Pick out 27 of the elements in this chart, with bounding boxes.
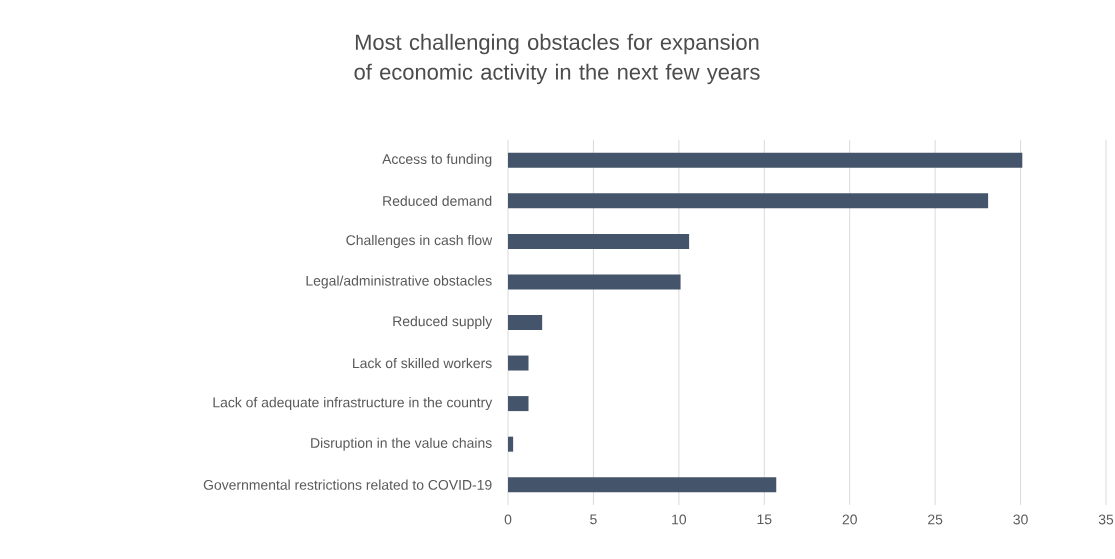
y-tick-label: Challenges in cash flow <box>346 234 493 248</box>
x-tick-label: 35 <box>1098 514 1114 525</box>
bar <box>508 396 529 412</box>
x-tick-label: 20 <box>842 514 857 525</box>
bar <box>508 477 777 493</box>
bar <box>508 233 690 249</box>
bar <box>508 193 989 209</box>
y-tick-label: Reduced supply <box>393 315 493 329</box>
bar <box>508 274 681 290</box>
chart-title: Most challenging obstacles for expansion of economic activity in the next few years <box>354 33 760 85</box>
bar <box>508 314 543 330</box>
y-tick-label: Lack of adequate infrastructure in the country <box>213 397 493 411</box>
y-tick-label: Governmental restrictions related to COVID-19 <box>203 479 492 490</box>
y-tick-label: Access to funding <box>382 153 492 167</box>
y-tick-label: Lack of skilled workers <box>353 357 492 369</box>
y-tick-label: Legal/administrative obstacles <box>306 275 492 289</box>
y-tick-label: Disruption in the value chains <box>311 437 492 451</box>
bar <box>508 152 1023 168</box>
x-tick-label: 30 <box>1013 514 1028 525</box>
y-tick-label: Reduced demand <box>383 195 492 206</box>
x-tick-label: 25 <box>928 514 943 525</box>
x-tick-label: 15 <box>757 514 772 525</box>
bar <box>508 355 529 371</box>
x-tick-label: 0 <box>504 514 512 525</box>
x-tick-label: 10 <box>672 514 687 525</box>
x-tick-label: 5 <box>590 514 597 525</box>
bar <box>508 436 514 452</box>
